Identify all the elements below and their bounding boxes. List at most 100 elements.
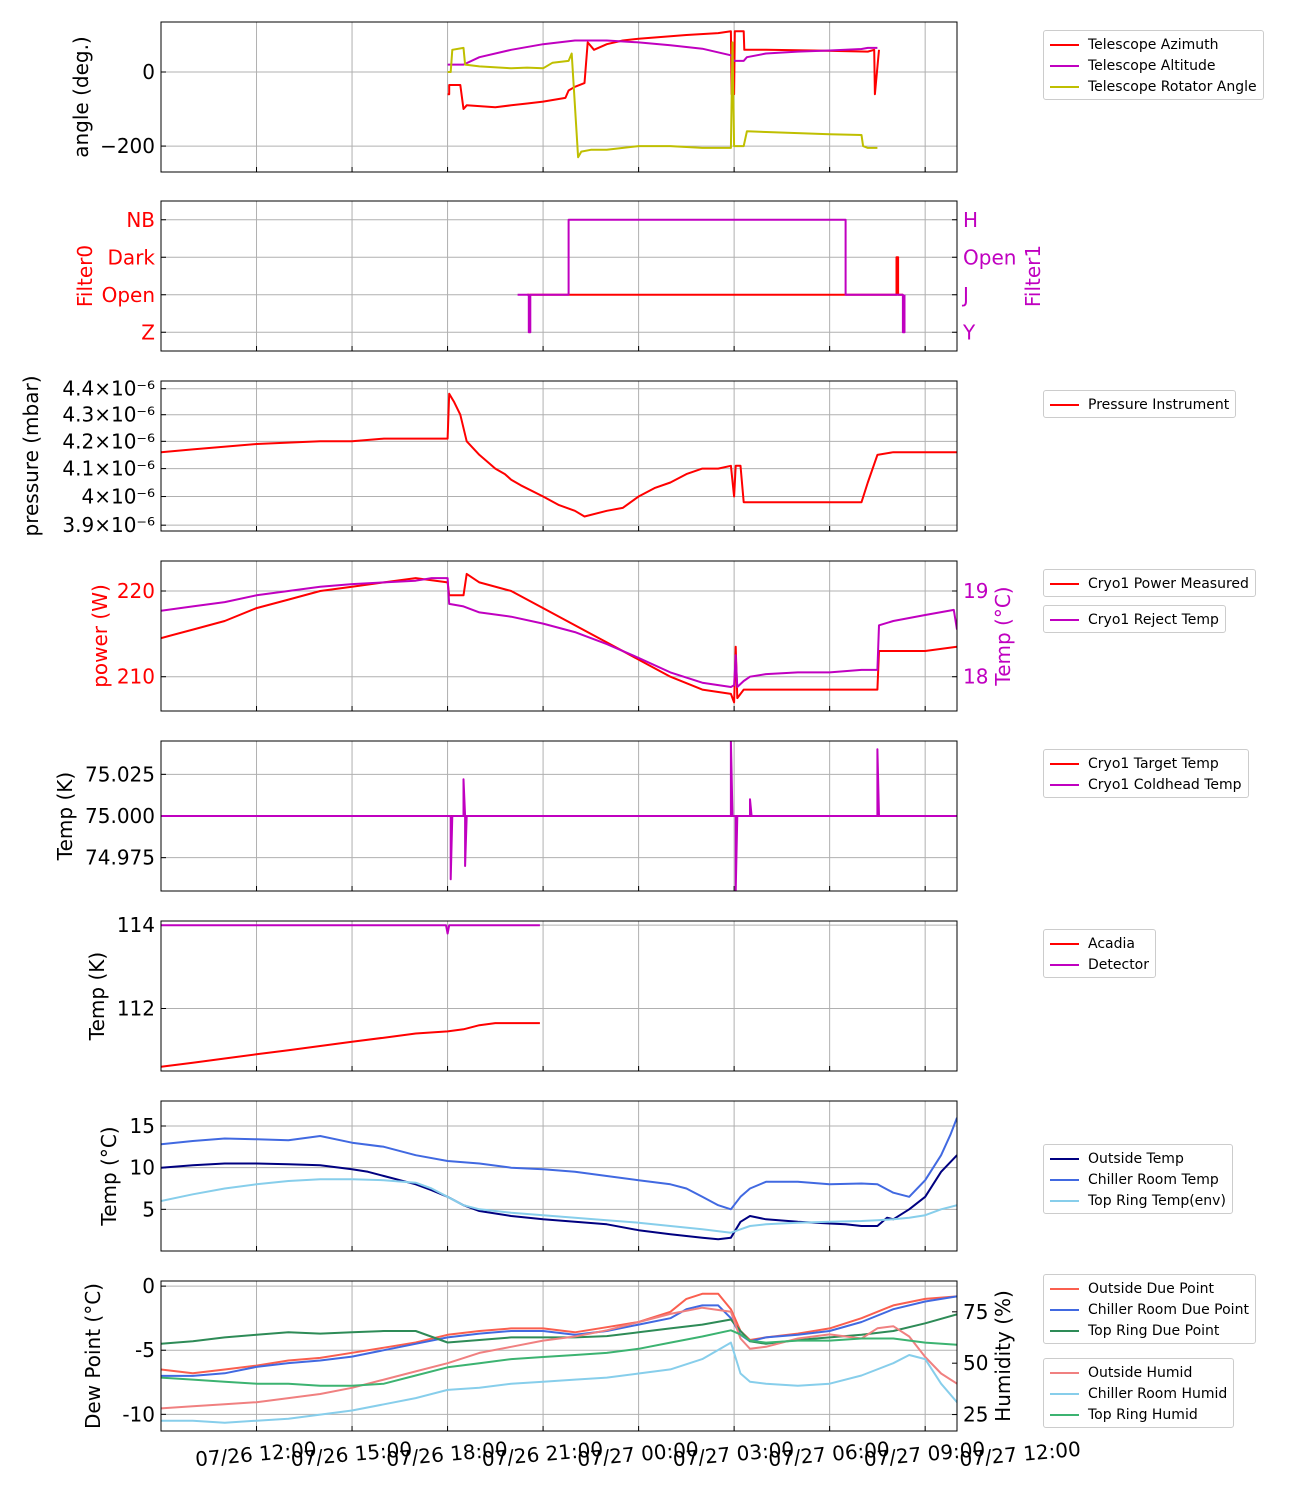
y-axis-label: Filter0 [73,245,97,307]
series-line-filter1 [517,218,906,334]
plot-frame [160,1100,958,1252]
legend-entry: Outside Due Point [1050,1278,1249,1299]
legend-entry: Cryo1 Power Measured [1050,573,1249,594]
legend-label: Telescope Rotator Angle [1088,78,1257,95]
legend: Outside Due Point Chiller Room Due Point T… [1043,1274,1256,1344]
legend-swatch [1050,64,1079,67]
series-line-chiller-room-temp [161,1117,957,1211]
series-line-telescope-altitude [447,39,878,66]
y-tick-label: 75.000 [85,804,155,828]
y-tick-label: −200 [100,134,155,158]
legend-entry: Outside Temp [1050,1148,1226,1169]
legend-swatch [1050,85,1079,88]
y-tick-label-right: Y [962,320,976,344]
y-axis-label: Dew Point (°C) [81,1283,105,1429]
y-tick-label: 0 [142,60,155,84]
plot-frame [160,21,958,173]
y-axis-label: Temp (K) [53,772,77,861]
y-axis-label-right: Humidity (%) [991,1290,1015,1422]
y-tick-label-right: H [963,208,978,232]
plot-frame [160,1280,958,1432]
legend-swatch [1050,1287,1079,1290]
y-axis-label: Temp (K) [85,952,109,1041]
y-tick-label: 4.3×10⁻⁶ [62,403,155,427]
legend-label: Telescope Azimuth [1088,36,1219,53]
y-axis-label: pressure (mbar) [19,375,43,536]
legend-label: Chiller Room Due Point [1088,1301,1249,1318]
y-tick-label-left: 220 [117,579,155,603]
legend-entry: Top Ring Due Point [1050,1320,1249,1341]
legend-entry: Top Ring Temp(env) [1050,1190,1226,1211]
legend-swatch [1050,1371,1079,1374]
series-line-outside-temp [161,1154,957,1241]
y-tick-label-left: Dark [108,245,156,269]
legend-swatch [1050,942,1079,945]
y-tick-label-left: Open [102,283,155,307]
legend-label: Outside Due Point [1088,1280,1214,1297]
legend-label: Chiller Room Humid [1088,1385,1228,1402]
series-line-telescope-rotator-angle [447,41,878,159]
legend-swatch [1050,1199,1079,1202]
y-axis-label-right: Filter1 [1021,245,1045,307]
legend-label: Top Ring Due Point [1088,1322,1220,1339]
legend: Pressure Instrument [1043,390,1237,418]
series-line-acadia [161,1022,540,1068]
legend-label: Outside Temp [1088,1150,1184,1167]
y-tick-label-left: 0 [142,1274,155,1298]
y-tick-label-right: J [961,283,969,307]
legend-entry: Cryo1 Reject Temp [1050,609,1219,630]
y-tick-label-right: 25 [963,1403,988,1427]
y-axis-label: Temp (°C) [97,1126,121,1226]
plot-frame [160,380,958,532]
y-tick-label: 10 [130,1156,155,1180]
legend-label: Telescope Altitude [1088,57,1216,74]
legend-swatch [1050,1178,1079,1181]
y-tick-label: 74.975 [85,846,155,870]
series-line-cryo1-coldhead-temp [161,741,957,891]
y-tick-label: 4.2×10⁻⁶ [62,429,155,453]
legend-entry: Acadia [1050,933,1149,954]
legend-swatch [1050,582,1079,585]
legend-entry: Outside Humid [1050,1362,1227,1383]
legend: Outside Humid Chiller Room Humid Top Ring … [1043,1358,1235,1428]
legend-swatch [1050,1157,1079,1160]
legend-label: Cryo1 Power Measured [1088,575,1249,592]
legend: Cryo1 Power Measured [1043,569,1256,597]
legend-entry: Chiller Room Temp [1050,1169,1226,1190]
legend-swatch [1050,1308,1079,1311]
y-tick-label: 4×10⁻⁶ [81,485,155,509]
legend-label: Top Ring Temp(env) [1088,1192,1226,1209]
y-tick-label: 5 [142,1197,155,1221]
legend-swatch [1050,783,1079,786]
series-line-cryo1-reject-temp [161,577,957,688]
series-line-top-ring-humid [161,1329,957,1387]
legend-swatch [1050,1413,1079,1416]
y-tick-label: 75.025 [85,762,155,786]
y-tick-label-left: NB [126,208,155,232]
legend-swatch [1050,1329,1079,1332]
y-axis-label: angle (deg.) [69,36,93,158]
y-tick-label-right: 19 [963,579,988,603]
legend: Outside Temp Chiller Room Temp Top Ring Te… [1043,1144,1233,1214]
series-line-top-ring-temp-env- [161,1178,957,1234]
legend-label: Cryo1 Reject Temp [1088,611,1219,628]
legend-label: Cryo1 Target Temp [1088,755,1219,772]
legend-entry: Telescope Azimuth [1050,34,1257,55]
y-tick-label-left: -5 [135,1338,155,1362]
y-tick-label: 4.1×10⁻⁶ [62,457,155,481]
y-tick-label-left: Z [141,320,155,344]
series-line-chiller-room-due-point [161,1295,957,1377]
legend-label: Pressure Instrument [1088,396,1230,413]
y-tick-label-right: 75 [963,1300,988,1324]
y-tick-label-right: 50 [963,1351,988,1375]
legend-label: Outside Humid [1088,1364,1193,1381]
series-line-outside-due-point [161,1292,957,1375]
legend-entry: Telescope Altitude [1050,55,1257,76]
plot-frame [160,740,958,892]
legend-entry: Pressure Instrument [1050,394,1229,415]
legend-swatch [1050,1392,1079,1395]
y-tick-label-right: Open [963,245,1016,269]
plot-frame [160,560,958,712]
legend-label: Top Ring Humid [1088,1406,1198,1423]
series-line-telescope-azimuth [447,30,880,110]
